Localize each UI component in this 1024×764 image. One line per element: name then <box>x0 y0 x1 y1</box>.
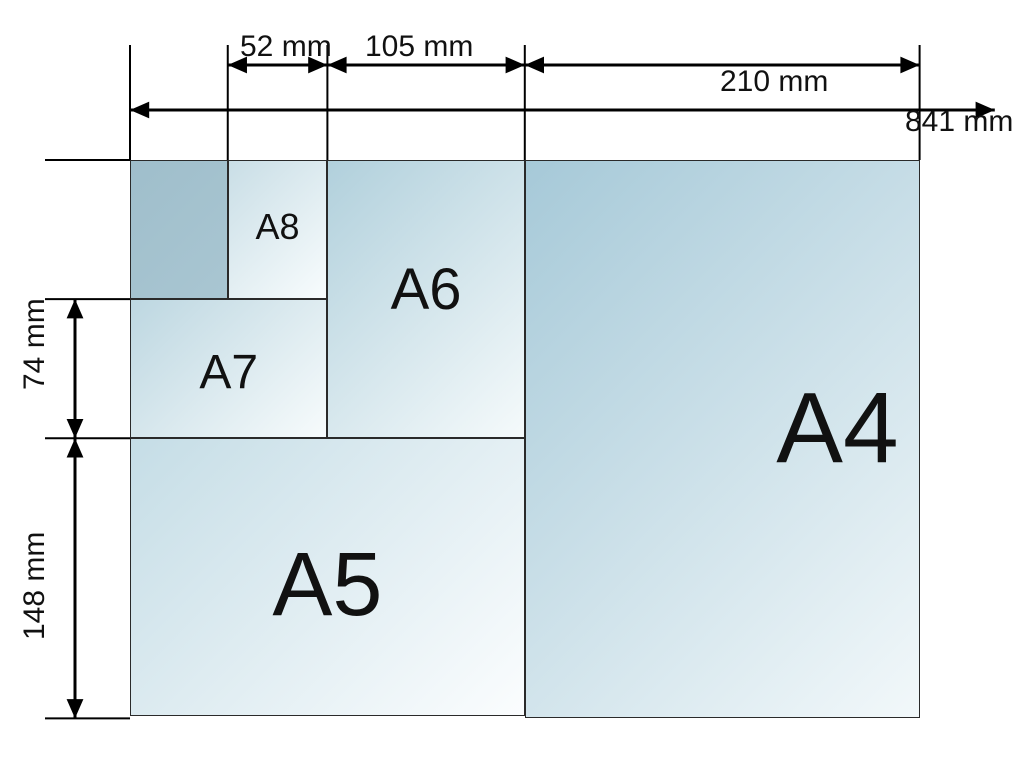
dim-label-d105: 105 mm <box>365 30 473 64</box>
panel-a8: A8 <box>228 160 328 299</box>
dim-label-d210: 210 mm <box>720 65 828 99</box>
paper-size-diagram: A4 A5 A6 A7 A8 52 mm 105 mm 210 mm 841 mm 74 mm 14… <box>0 0 1024 764</box>
panel-a5: A5 <box>130 438 525 716</box>
dim-label-d52: 52 mm <box>240 30 332 64</box>
panel-a7: A7 <box>130 299 327 438</box>
panel-a6: A6 <box>327 160 524 438</box>
panel-label-a7: A7 <box>199 345 258 400</box>
dim-label-d74: 74 mm <box>18 298 52 390</box>
panel-label-a8: A8 <box>256 206 300 248</box>
panel-label-a4: A4 <box>776 371 898 486</box>
dim-label-d841: 841 mm <box>905 105 1013 139</box>
panel-blank <box>130 160 228 299</box>
panel-a4: A4 <box>525 160 920 718</box>
dim-label-d148: 148 mm <box>18 532 52 640</box>
panel-label-a6: A6 <box>391 256 462 323</box>
panel-label-a5: A5 <box>272 534 382 637</box>
